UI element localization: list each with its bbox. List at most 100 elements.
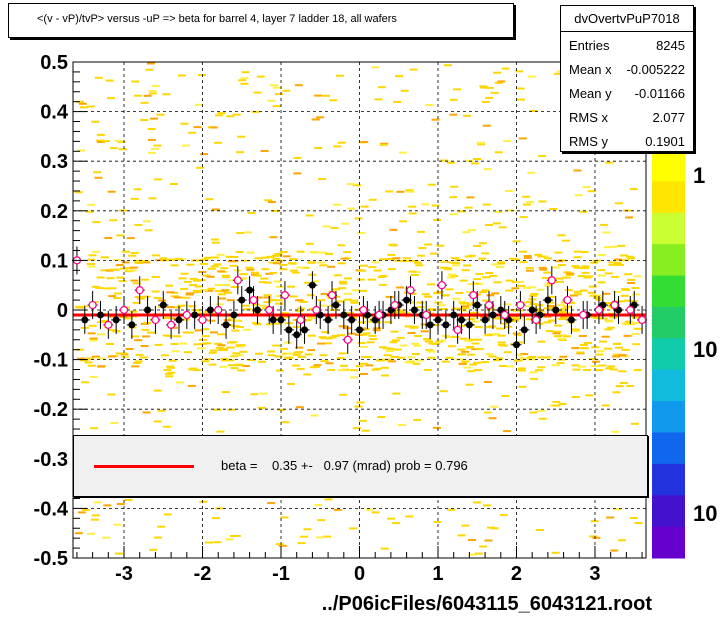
histogram-cell [571, 328, 580, 331]
histogram-cell [351, 289, 360, 292]
histogram-cell [501, 67, 510, 70]
histogram-cell [572, 368, 581, 371]
histogram-cell [527, 356, 535, 359]
histogram-cell [490, 405, 499, 408]
histogram-cell [633, 275, 642, 278]
histogram-cell [267, 354, 276, 357]
histogram-cell [413, 344, 422, 347]
histogram-cell [566, 272, 575, 275]
histogram-cell [511, 287, 520, 290]
histogram-cell [116, 234, 125, 237]
histogram-cell [595, 369, 603, 372]
data-point [324, 316, 332, 324]
y-tick-label: -0.1 [34, 350, 68, 372]
histogram-cell [217, 344, 226, 347]
histogram-cell [247, 359, 256, 361]
histogram-cell [130, 279, 139, 282]
histogram-cell [461, 524, 470, 527]
histogram-cell [428, 309, 437, 311]
histogram-cell [617, 354, 626, 357]
histogram-cell [258, 281, 267, 284]
histogram-cell [295, 299, 304, 302]
histogram-cell [447, 345, 456, 348]
histogram-cell [493, 281, 502, 284]
histogram-cell [486, 326, 495, 329]
data-point [356, 326, 363, 334]
data-point [410, 306, 418, 314]
histogram-cell [166, 291, 175, 294]
histogram-cell [164, 372, 173, 375]
histogram-cell [543, 356, 552, 359]
histogram-cell [147, 128, 156, 130]
histogram-cell [337, 334, 346, 337]
histogram-cell [91, 120, 100, 123]
data-point [434, 316, 442, 324]
histogram-cell [404, 361, 413, 364]
histogram-cell [198, 74, 206, 76]
histogram-cell [505, 279, 514, 282]
histogram-cell [601, 404, 610, 407]
histogram-cell [482, 276, 491, 279]
histogram-cell [405, 189, 414, 192]
histogram-cell [446, 276, 455, 279]
histogram-cell [116, 503, 125, 505]
data-point [81, 316, 89, 324]
histogram-cell [380, 366, 389, 369]
histogram-cell [197, 279, 206, 282]
stats-label: Mean y [569, 86, 612, 101]
histogram-cell [283, 341, 292, 344]
histogram-cell [434, 301, 443, 304]
histogram-cell [205, 289, 214, 292]
histogram-cell [567, 301, 576, 304]
histogram-cell [468, 539, 477, 541]
y-tick-label: -0.3 [34, 449, 68, 471]
histogram-cell [107, 393, 116, 396]
histogram-cell [608, 263, 617, 266]
histogram-cell [318, 336, 327, 339]
histogram-cell [424, 243, 433, 246]
histogram-cell [217, 270, 226, 273]
histogram-cell [219, 365, 228, 368]
histogram-cell [276, 295, 285, 297]
histogram-cell [196, 347, 205, 350]
histogram-cell [482, 203, 491, 206]
histogram-cell [490, 91, 499, 94]
histogram-cell [580, 344, 588, 346]
histogram-cell [461, 269, 470, 272]
histogram-cell [418, 247, 427, 249]
stats-value: 2.077 [652, 110, 685, 125]
histogram-cell [356, 401, 365, 404]
histogram-cell [516, 281, 525, 283]
stats-label: Entries [569, 38, 610, 53]
histogram-cell [481, 100, 490, 103]
histogram-cell [264, 199, 273, 202]
histogram-cell [74, 305, 83, 308]
histogram-cell [232, 352, 241, 355]
histogram-cell [588, 315, 597, 318]
histogram-cell [525, 305, 534, 308]
stats-value: 8245 [656, 38, 685, 53]
histogram-cell [562, 239, 570, 242]
histogram-cell [377, 416, 386, 418]
histogram-cell [616, 263, 624, 266]
histogram-cell [580, 347, 589, 350]
histogram-cell [196, 166, 205, 169]
histogram-cell [632, 343, 641, 346]
histogram-cell [614, 202, 623, 205]
histogram-cell [226, 346, 235, 349]
histogram-cell [121, 356, 130, 358]
color-scale-swatch [652, 526, 685, 559]
histogram-cell [216, 430, 225, 433]
data-point-open [532, 315, 541, 325]
histogram-cell [573, 250, 582, 253]
histogram-cell [554, 324, 563, 327]
histogram-cell [396, 286, 405, 289]
data-point-open [151, 315, 160, 325]
histogram-cell [606, 516, 615, 519]
histogram-cell [160, 354, 169, 357]
histogram-cell [222, 283, 231, 286]
histogram-cell [221, 274, 230, 277]
histogram-cell [470, 162, 479, 165]
histogram-cell [411, 342, 420, 345]
histogram-cell [604, 272, 613, 275]
